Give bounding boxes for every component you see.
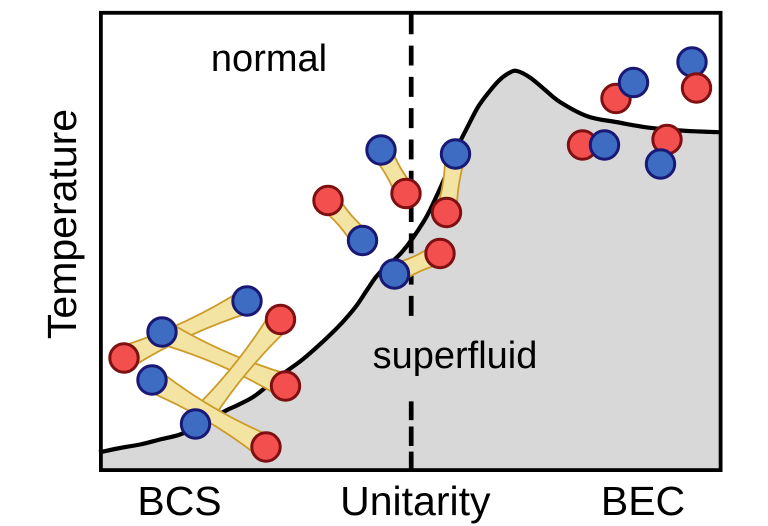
svg-text:BCS: BCS: [137, 478, 221, 524]
svg-text:BEC: BEC: [601, 478, 685, 524]
svg-text:Temperature: Temperature: [39, 109, 85, 339]
svg-text:Unitarity: Unitarity: [340, 478, 491, 524]
svg-text:superfluid: superfluid: [373, 335, 538, 377]
svg-text:normal: normal: [211, 38, 327, 80]
